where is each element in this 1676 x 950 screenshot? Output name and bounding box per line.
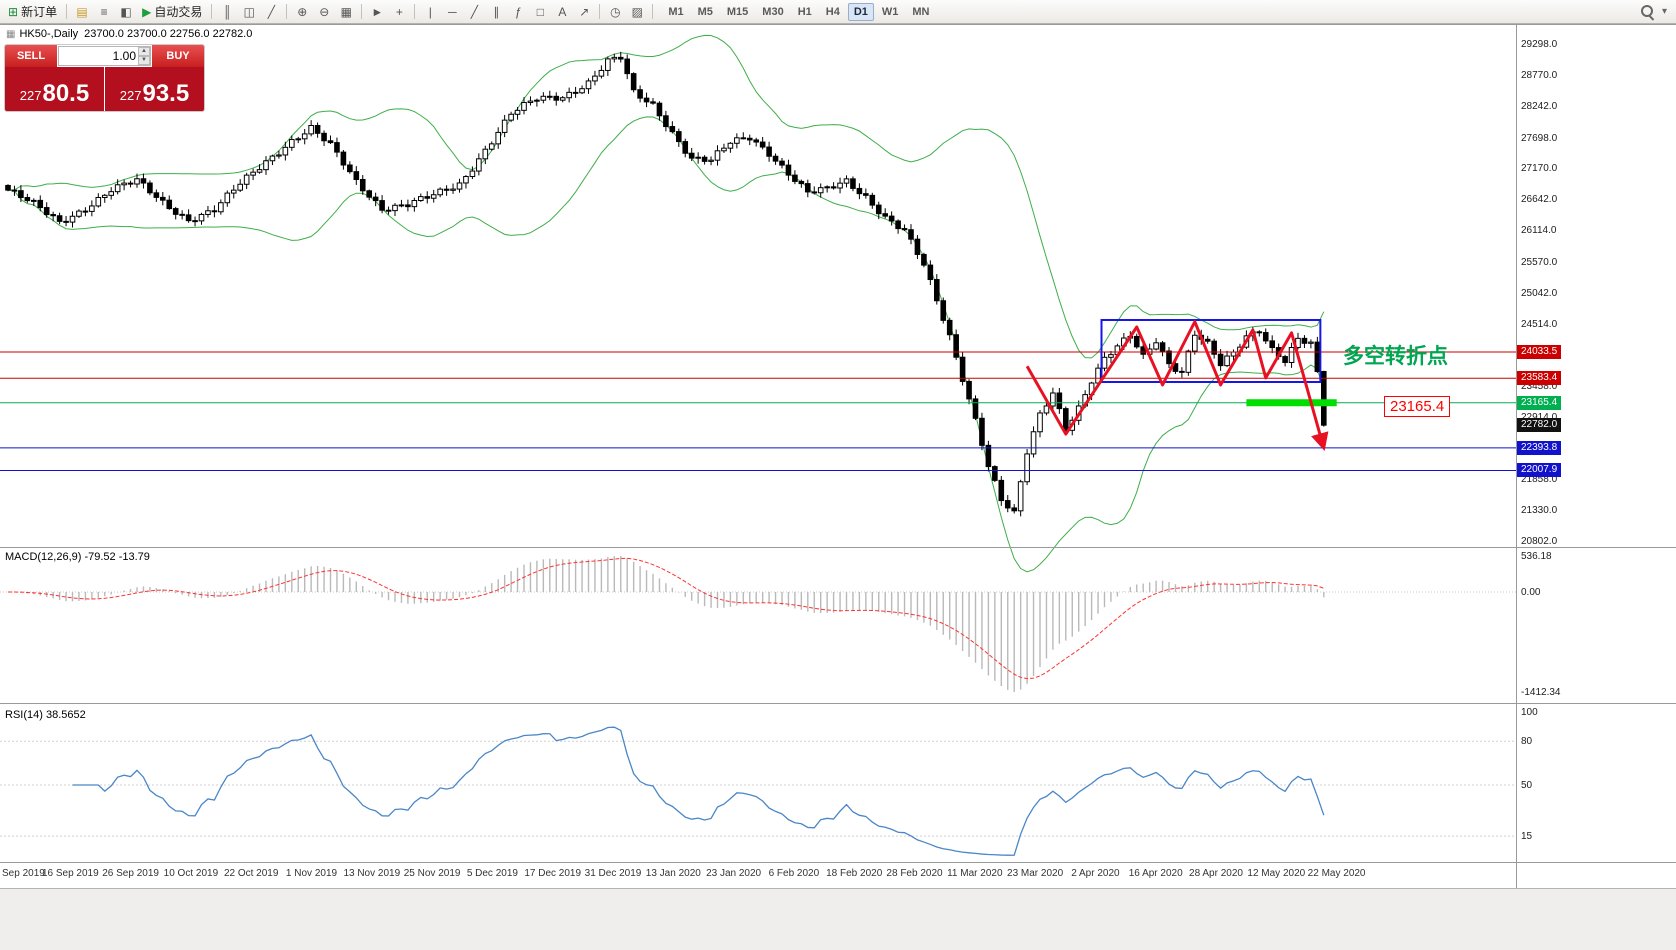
toolbar-separator <box>286 4 288 19</box>
shapes-button[interactable]: □ <box>530 2 550 22</box>
line-chart-button[interactable]: ╱ <box>261 2 281 22</box>
timeframe-d1-button[interactable]: D1 <box>847 2 874 21</box>
market-watch-icon: ≡ <box>100 4 108 19</box>
toolbar-separator <box>211 4 213 19</box>
candlestick-chart-button[interactable]: ◫ <box>239 2 259 22</box>
toolbar-separator <box>361 4 363 19</box>
channel-button[interactable]: ∥ <box>486 2 506 22</box>
zoom-in-button[interactable]: ⊕ <box>292 2 312 22</box>
market-watch-button[interactable]: ≡ <box>94 2 114 22</box>
cursor-button[interactable]: ► <box>367 2 387 22</box>
toolbar-right-group: ▾ <box>1635 4 1673 19</box>
grid-button[interactable]: ▦ <box>336 2 356 22</box>
shapes-icon: □ <box>536 4 544 19</box>
toolbar-overflow-chevron-icon[interactable]: ▾ <box>1661 6 1667 17</box>
horizontal-line-button[interactable]: ─ <box>442 2 462 22</box>
sell-price-big: 80.5 <box>42 80 90 107</box>
line-chart-icon: ╱ <box>267 4 275 19</box>
crosshair-button[interactable]: + <box>389 2 409 22</box>
periods-button[interactable]: ◷ <box>605 2 625 22</box>
zoom-in-icon: ⊕ <box>297 4 308 19</box>
one-click-trading-panel: SELL 1.00 ▲ ▼ BUY 227 80.5 227 93.5 <box>4 44 205 112</box>
vertical-line-icon: | <box>428 4 432 19</box>
buy-price-prefix: 227 <box>119 88 142 103</box>
new-order-button-label: 新订单 <box>21 5 58 19</box>
trendline-button[interactable]: ╱ <box>464 2 484 22</box>
volume-up-icon[interactable]: ▲ <box>138 47 150 56</box>
templates-button[interactable]: ▨ <box>627 2 647 22</box>
arrow-icon: ↗ <box>579 4 590 19</box>
timeframe-w1-button[interactable]: W1 <box>881 5 899 18</box>
zoom-out-button[interactable]: ⊖ <box>314 2 334 22</box>
timeframe-mn-button[interactable]: MN <box>912 5 930 18</box>
trendline-icon: ╱ <box>470 4 478 19</box>
timeframe-m1-button[interactable]: M1 <box>668 5 684 18</box>
arrow-button[interactable]: ↗ <box>574 2 594 22</box>
bottom-strip <box>0 888 1676 950</box>
autotrading-button-label: 自动交易 <box>154 5 203 19</box>
new-order-button[interactable]: ⊞ 新订单 <box>4 2 61 22</box>
cursor-icon: ► <box>371 4 384 19</box>
text-icon: A <box>558 4 567 19</box>
toolbar-button-group: ⊞ 新订单 ▤ ≡ ◧ ▶ 自动交易 ║ ◫ ╱ ⊕ ⊖ ▦ ► + | ─ ╱ ∥ ƒ □ A ↗ ◷ ▨ <box>3 2 657 22</box>
timeframe-h4-button[interactable]: H4 <box>825 5 840 18</box>
toolbar-separator <box>599 4 601 19</box>
bar-chart-icon: ║ <box>223 4 232 19</box>
timeframe-m30-button[interactable]: M30 <box>762 5 784 18</box>
horizontal-line-icon: ─ <box>448 4 457 19</box>
zoom-out-icon: ⊖ <box>319 4 330 19</box>
toolbar-separator <box>66 4 68 19</box>
toolbar-separator <box>414 4 416 19</box>
timeframe-group: M1 M5 M15 M30 H1 H4 D1 W1 MN <box>661 2 936 21</box>
candlestick-chart-icon: ◫ <box>243 4 255 19</box>
fibonacci-icon: ƒ <box>514 4 522 19</box>
templates-icon: ▨ <box>631 4 643 19</box>
periods-icon: ◷ <box>610 4 621 19</box>
fibonacci-button[interactable]: ƒ <box>508 2 528 22</box>
autotrading-button[interactable]: ▶ 自动交易 <box>138 2 206 22</box>
profiles-icon: ▤ <box>76 4 88 19</box>
bar-chart-button[interactable]: ║ <box>217 2 237 22</box>
buy-price-big: 93.5 <box>142 80 190 107</box>
grid-icon: ▦ <box>340 4 352 19</box>
new-order-icon: ⊞ <box>8 4 19 19</box>
navigator-icon: ◧ <box>120 4 132 19</box>
channel-icon: ∥ <box>493 4 500 19</box>
volume-down-icon[interactable]: ▼ <box>138 56 150 65</box>
volume-input[interactable]: 1.00 ▲ ▼ <box>58 46 151 66</box>
sell-button[interactable]: SELL <box>5 45 57 67</box>
chart-title: ▦ HK50-,Daily 23700.0 23700.0 22756.0 22… <box>6 28 252 40</box>
navigator-button[interactable]: ◧ <box>116 2 136 22</box>
buy-price[interactable]: 227 93.5 <box>105 67 204 111</box>
chart-ohlc-readout: 23700.0 23700.0 22756.0 22782.0 <box>84 28 253 40</box>
volume-value: 1.00 <box>112 49 136 63</box>
vertical-line-button[interactable]: | <box>420 2 440 22</box>
search-icon[interactable] <box>1640 4 1655 19</box>
buy-button[interactable]: BUY <box>152 45 204 67</box>
timeframe-m5-button[interactable]: M5 <box>697 5 713 18</box>
main-toolbar: ⊞ 新订单 ▤ ≡ ◧ ▶ 自动交易 ║ ◫ ╱ ⊕ ⊖ ▦ ► + | ─ ╱ ∥ ƒ □ A ↗ ◷ ▨ M1 M5 M15 M3… <box>0 0 1676 24</box>
volume-spinner[interactable]: ▲ ▼ <box>138 47 150 65</box>
timeframe-h1-button[interactable]: H1 <box>797 5 812 18</box>
toolbar-separator <box>652 4 654 19</box>
sell-price[interactable]: 227 80.5 <box>5 67 105 111</box>
chart-icon: ▦ <box>6 28 16 40</box>
crosshair-icon: + <box>395 4 403 19</box>
autotrading-icon: ▶ <box>142 4 152 19</box>
sell-price-prefix: 227 <box>19 88 42 103</box>
text-button[interactable]: A <box>552 2 572 22</box>
timeframe-m15-button[interactable]: M15 <box>726 5 749 18</box>
profiles-button[interactable]: ▤ <box>72 2 92 22</box>
chart-symbol-period: HK50-,Daily <box>19 28 79 40</box>
